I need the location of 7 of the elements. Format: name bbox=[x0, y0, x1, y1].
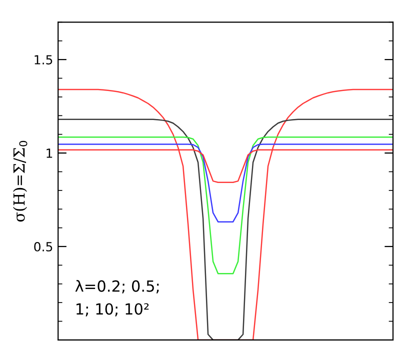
annotation: λ=0.2; 0.5; 1; 10; 10² bbox=[75, 280, 159, 316]
y-tick-label: 1 bbox=[46, 148, 52, 158]
line-series bbox=[58, 144, 394, 222]
y-tick-label: 0.5 bbox=[34, 242, 52, 252]
line-series bbox=[58, 136, 394, 274]
y-axis-title: σ(H)=Σ/Σ$_{0}$ bbox=[13, 140, 28, 222]
y-tick-label: 1.5 bbox=[34, 55, 52, 64]
